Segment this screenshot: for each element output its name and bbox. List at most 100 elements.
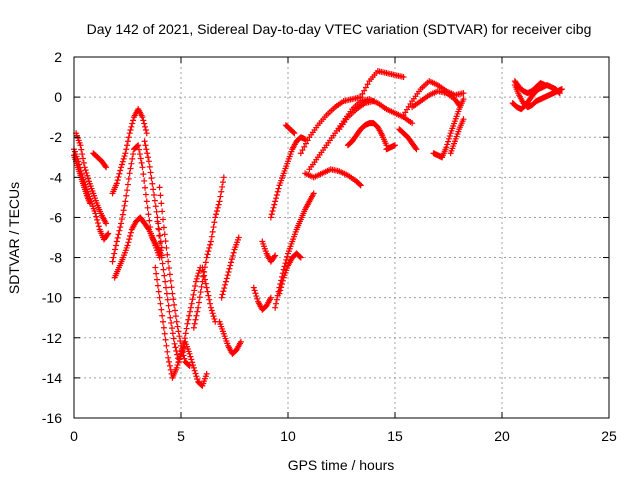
data-point <box>217 193 224 200</box>
data-point <box>228 256 235 263</box>
data-point <box>276 290 283 297</box>
data-point <box>142 123 149 130</box>
data-point <box>146 163 153 170</box>
data-point <box>82 167 89 174</box>
data-point <box>167 277 174 284</box>
data-point <box>296 253 303 260</box>
data-point <box>163 244 170 251</box>
data-point <box>158 254 165 261</box>
data-point <box>79 155 86 162</box>
data-point <box>139 114 146 121</box>
data-point <box>188 300 195 307</box>
data-point <box>172 313 179 320</box>
series-track-m <box>199 264 219 325</box>
data-point <box>143 146 150 153</box>
data-point <box>109 258 116 265</box>
data-point <box>189 359 196 366</box>
data-point <box>207 241 214 248</box>
series-track-af <box>430 150 446 161</box>
data-point <box>93 213 100 220</box>
data-point <box>173 364 180 371</box>
data-point <box>270 204 277 211</box>
y-axis-label: SDTVAR / TECUs <box>6 182 22 294</box>
data-point <box>80 159 87 166</box>
data-point <box>145 158 152 165</box>
data-point <box>125 239 132 246</box>
data-point <box>145 225 152 232</box>
data-point <box>127 165 134 172</box>
data-point <box>159 260 166 267</box>
data-point <box>279 281 286 288</box>
data-point <box>460 116 467 123</box>
y-tick-label: -6 <box>50 209 63 225</box>
data-point <box>272 252 279 259</box>
data-point <box>177 353 184 360</box>
data-point <box>273 191 280 198</box>
data-point <box>127 229 134 236</box>
data-point <box>160 216 167 223</box>
series-track-p <box>250 284 274 313</box>
data-point <box>110 254 117 261</box>
data-point <box>174 351 181 358</box>
data-point <box>198 283 205 290</box>
series-track-x <box>306 96 416 173</box>
data-point <box>166 362 173 369</box>
data-point <box>158 200 165 207</box>
data-point <box>178 342 184 349</box>
data-point <box>166 271 173 278</box>
data-point <box>124 181 131 188</box>
data-point <box>196 294 203 301</box>
data-point <box>124 187 131 194</box>
data-point <box>200 268 207 275</box>
data-point <box>221 285 228 292</box>
data-point <box>160 318 167 325</box>
data-point <box>180 352 187 359</box>
data-point <box>159 208 166 215</box>
data-point <box>195 270 202 277</box>
data-point <box>129 120 136 127</box>
data-point <box>143 130 150 137</box>
data-point <box>155 288 162 295</box>
series-track-aj <box>511 78 548 97</box>
data-point <box>136 151 143 158</box>
data-point <box>166 264 173 271</box>
data-point <box>149 180 156 187</box>
data-point <box>103 164 110 171</box>
data-point <box>116 227 123 234</box>
series-track-ag <box>383 142 398 153</box>
data-point <box>412 145 419 152</box>
data-point <box>126 236 133 243</box>
data-point <box>178 346 185 353</box>
y-tick-label: -14 <box>42 370 62 386</box>
data-point <box>439 154 446 161</box>
data-point <box>170 335 177 342</box>
data-point <box>209 310 216 317</box>
data-point <box>392 142 398 149</box>
data-point <box>142 184 149 191</box>
x-tick-label: 25 <box>601 428 617 444</box>
data-point <box>186 312 193 319</box>
data-point <box>172 344 179 351</box>
data-point <box>176 333 183 340</box>
data-point <box>163 290 170 297</box>
data-point <box>356 181 363 188</box>
data-point <box>151 197 158 204</box>
series-track-q <box>259 238 279 265</box>
data-point <box>111 250 118 257</box>
data-point <box>357 182 364 189</box>
data-point <box>291 130 298 137</box>
data-point <box>302 140 309 147</box>
data-point <box>191 320 198 327</box>
data-point <box>118 164 125 171</box>
data-point <box>154 276 161 283</box>
data-point <box>185 316 192 323</box>
data-point <box>157 300 164 307</box>
data-point <box>275 185 282 192</box>
data-point <box>191 287 198 294</box>
data-point <box>273 296 280 303</box>
data-point <box>83 169 90 176</box>
data-point <box>113 180 120 187</box>
data-point <box>119 211 126 218</box>
y-tick-label: 0 <box>54 89 62 105</box>
data-point <box>116 170 123 177</box>
